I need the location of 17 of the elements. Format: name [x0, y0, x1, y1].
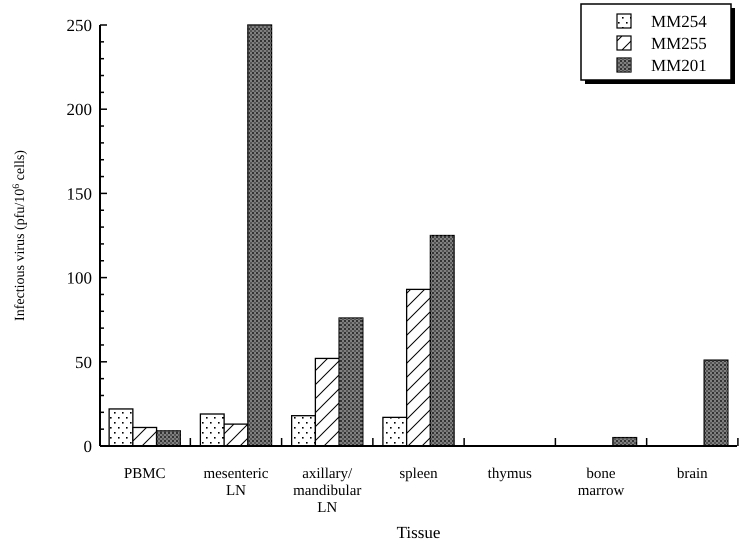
- x-tick-label: brain: [676, 466, 708, 482]
- x-tick-label: PBMC: [124, 466, 166, 482]
- x-tick-label: thymus: [488, 466, 532, 482]
- y-tick-label: 0: [84, 436, 92, 456]
- y-tick-label: 200: [66, 100, 92, 120]
- y-tick-label: 150: [66, 184, 92, 204]
- legend-label: MM255: [651, 34, 707, 53]
- y-tick-label: 50: [75, 352, 92, 372]
- y-tick-label: 250: [66, 16, 92, 35]
- x-tick-label: bone marrow: [578, 466, 625, 499]
- y-tick-label: 100: [66, 268, 92, 288]
- x-tick-label: axillary/ mandibular LN: [293, 466, 362, 516]
- x-tick-label: spleen: [399, 466, 438, 482]
- legend-label: MM254: [651, 12, 708, 31]
- x-tick-label: mesenteric LN: [203, 466, 269, 499]
- legend-label: MM201: [651, 56, 707, 75]
- x-axis-title: Tissue: [396, 523, 440, 542]
